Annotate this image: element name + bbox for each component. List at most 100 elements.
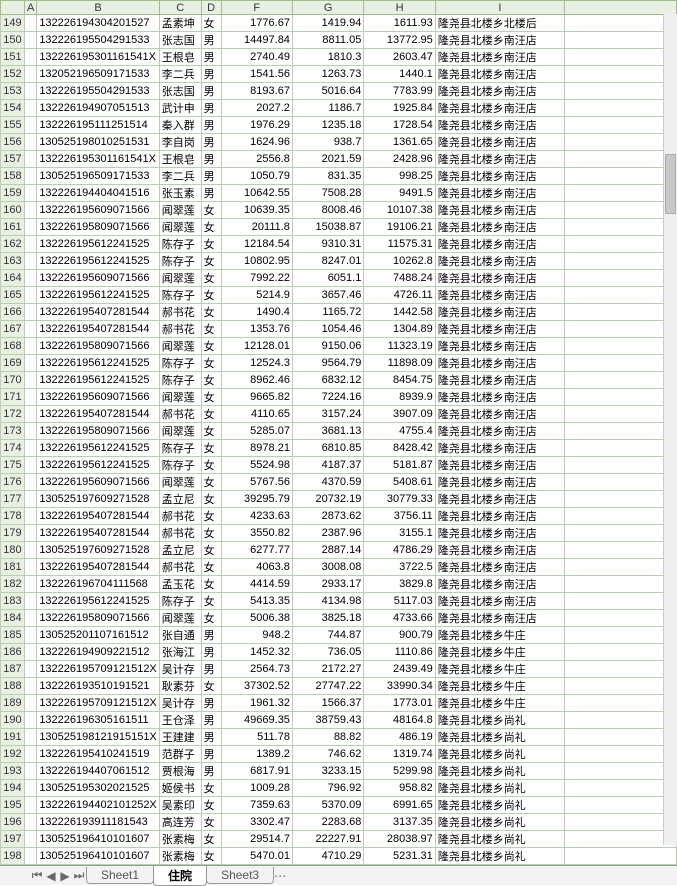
cell[interactable]: 隆尧县北楼乡南汪店 [435,32,564,49]
cell[interactable]: 132226195809071566 [37,219,159,236]
table-row[interactable]: 158130525196509171533李二兵男1050.79831.3599… [1,168,677,185]
cell[interactable]: 男 [201,83,221,100]
table-row[interactable]: 179132226195407281544郝书花女3550.822387.963… [1,525,677,542]
cell[interactable] [565,236,677,253]
cell[interactable]: 998.25 [364,168,435,185]
cell[interactable] [24,168,36,185]
cell[interactable]: 132226195709121512X [37,695,159,712]
cell[interactable] [565,253,677,270]
cell[interactable]: 女 [201,355,221,372]
cell[interactable]: 744.87 [292,627,363,644]
table-row[interactable]: 163132226195612241525陈存子女10802.958247.01… [1,253,677,270]
cell[interactable] [24,253,36,270]
table-row[interactable]: 198130525196410101607张素梅女5470.014710.295… [1,848,677,865]
cell[interactable]: 3233.15 [292,763,363,780]
cell[interactable]: 132226195407281544 [37,525,159,542]
cell[interactable]: 女 [201,270,221,287]
cell[interactable] [565,746,677,763]
cell[interactable] [565,627,677,644]
cell[interactable]: 隆尧县北楼乡南汪店 [435,508,564,525]
cell[interactable]: 130525198121915151X [37,729,159,746]
cell[interactable]: 男 [201,117,221,134]
cell[interactable]: 1566.37 [292,695,363,712]
cell[interactable] [565,559,677,576]
cell[interactable]: 1319.74 [364,746,435,763]
cell[interactable]: 吴计存 [159,695,201,712]
cell[interactable] [24,32,36,49]
cell[interactable]: 王根皂 [159,151,201,168]
cell[interactable]: 男 [201,712,221,729]
cell[interactable] [565,355,677,372]
cell[interactable]: 女 [201,219,221,236]
cell[interactable] [24,66,36,83]
cell[interactable]: 男 [201,134,221,151]
row-header[interactable]: 175 [1,457,25,474]
row-header[interactable]: 164 [1,270,25,287]
table-row[interactable]: 162132226195612241525陈存子女12184.549310.31… [1,236,677,253]
cell[interactable] [565,831,677,848]
cell[interactable] [24,304,36,321]
table-row[interactable]: 172132226195407281544郝书花女4110.653157.243… [1,406,677,423]
cell[interactable]: 3756.11 [364,508,435,525]
cell[interactable]: 隆尧县北楼乡南汪店 [435,270,564,287]
cell[interactable]: 1452.32 [221,644,292,661]
cell[interactable]: 6991.65 [364,797,435,814]
cell[interactable]: 132226195301161541X [37,151,159,168]
cell[interactable]: 130525195302021525 [37,780,159,797]
cell[interactable] [24,287,36,304]
cell[interactable]: 陈存子 [159,457,201,474]
cell[interactable]: 隆尧县北楼乡南汪店 [435,236,564,253]
cell[interactable] [565,848,677,865]
cell[interactable]: 1976.29 [221,117,292,134]
col-header[interactable]: B [37,1,159,15]
cell[interactable]: 武计申 [159,100,201,117]
cell[interactable]: 隆尧县北楼乡南汪店 [435,304,564,321]
cell[interactable]: 隆尧县北楼乡南汪店 [435,457,564,474]
cell[interactable]: 隆尧县北楼乡尚礼 [435,746,564,763]
row-header[interactable]: 156 [1,134,25,151]
row-header[interactable]: 161 [1,219,25,236]
cell[interactable]: 女 [201,848,221,865]
cell[interactable] [24,848,36,865]
cell[interactable]: 1054.46 [292,321,363,338]
tab-nav-more[interactable]: ⋯ [273,869,287,883]
cell[interactable]: 19106.21 [364,219,435,236]
cell[interactable]: 3681.13 [292,423,363,440]
cell[interactable]: 130525198010251531 [37,134,159,151]
cell[interactable]: 张玉素 [159,185,201,202]
cell[interactable]: 隆尧县北楼乡南汪店 [435,100,564,117]
cell[interactable]: 1419.94 [292,15,363,32]
cell[interactable]: 闻翠莲 [159,474,201,491]
cell[interactable]: 陈存子 [159,253,201,270]
table-row[interactable]: 185130525201107161512张自通男948.2744.87900.… [1,627,677,644]
cell[interactable] [24,117,36,134]
cell[interactable]: 1186.7 [292,100,363,117]
cell[interactable]: 48164.8 [364,712,435,729]
cell[interactable]: 孟立尼 [159,542,201,559]
cell[interactable] [565,644,677,661]
col-header[interactable]: D [201,1,221,15]
cell[interactable] [24,270,36,287]
cell[interactable] [565,49,677,66]
cell[interactable]: 5370.09 [292,797,363,814]
cell[interactable]: 132226195301161541X [37,49,159,66]
cell[interactable]: 7508.28 [292,185,363,202]
cell[interactable]: 3155.1 [364,525,435,542]
cell[interactable]: 132226195709121512X [37,661,159,678]
cell[interactable]: 132226195410241519 [37,746,159,763]
cell[interactable]: 隆尧县北楼乡牛庄 [435,627,564,644]
corner-cell[interactable] [1,1,25,15]
cell[interactable]: 范群子 [159,746,201,763]
row-header[interactable]: 157 [1,151,25,168]
table-row[interactable]: 183132226195612241525陈存子女5413.354134.985… [1,593,677,610]
cell[interactable]: 男 [201,661,221,678]
cell[interactable] [24,440,36,457]
cell[interactable]: 20732.19 [292,491,363,508]
cell[interactable]: 陈存子 [159,287,201,304]
row-header[interactable]: 171 [1,389,25,406]
cell[interactable]: 5285.07 [221,423,292,440]
cell[interactable] [565,32,677,49]
cell[interactable]: 1110.86 [364,644,435,661]
cell[interactable]: 5181.87 [364,457,435,474]
cell[interactable]: 3825.18 [292,610,363,627]
